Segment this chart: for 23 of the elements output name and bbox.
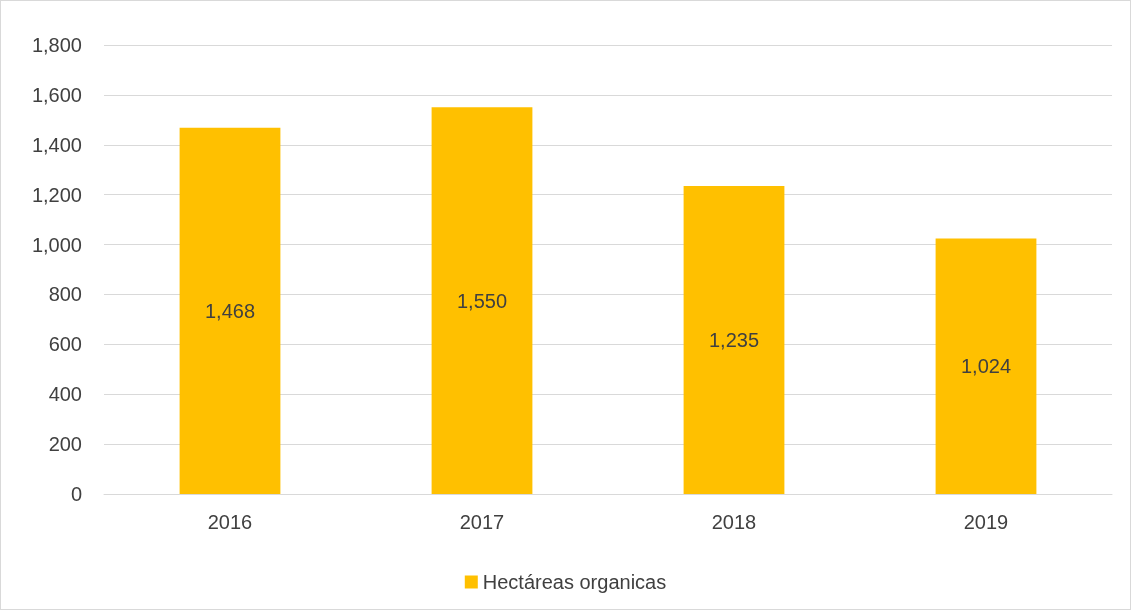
y-tick-label: 1,000: [31, 233, 82, 256]
y-tick-label: 600: [48, 333, 82, 356]
y-tick-label: 1,200: [31, 183, 82, 206]
y-tick-label: 1,600: [31, 83, 82, 106]
y-tick-label: 1,400: [31, 133, 82, 156]
bar: [431, 107, 533, 494]
data-label: 1,024: [960, 355, 1012, 378]
x-tick-label: 2018: [711, 511, 757, 533]
x-tick-label: 2016: [207, 511, 253, 533]
data-label: 1,468: [204, 299, 256, 322]
y-tick-label: 1,800: [31, 34, 82, 56]
y-tick-label: 0: [70, 483, 82, 505]
y-tick-label: 200: [48, 433, 82, 456]
bar: [683, 185, 785, 494]
legend-label: Hectáreas organicas: [482, 571, 667, 593]
bar: [935, 238, 1037, 494]
y-tick-label: 400: [48, 383, 82, 406]
data-label: 1,235: [708, 328, 760, 351]
y-tick-label: 800: [48, 283, 82, 306]
x-tick-label: 2019: [963, 511, 1009, 533]
data-label: 1,550: [456, 289, 508, 312]
bar: [179, 127, 281, 494]
x-tick-label: 2017: [459, 511, 505, 533]
